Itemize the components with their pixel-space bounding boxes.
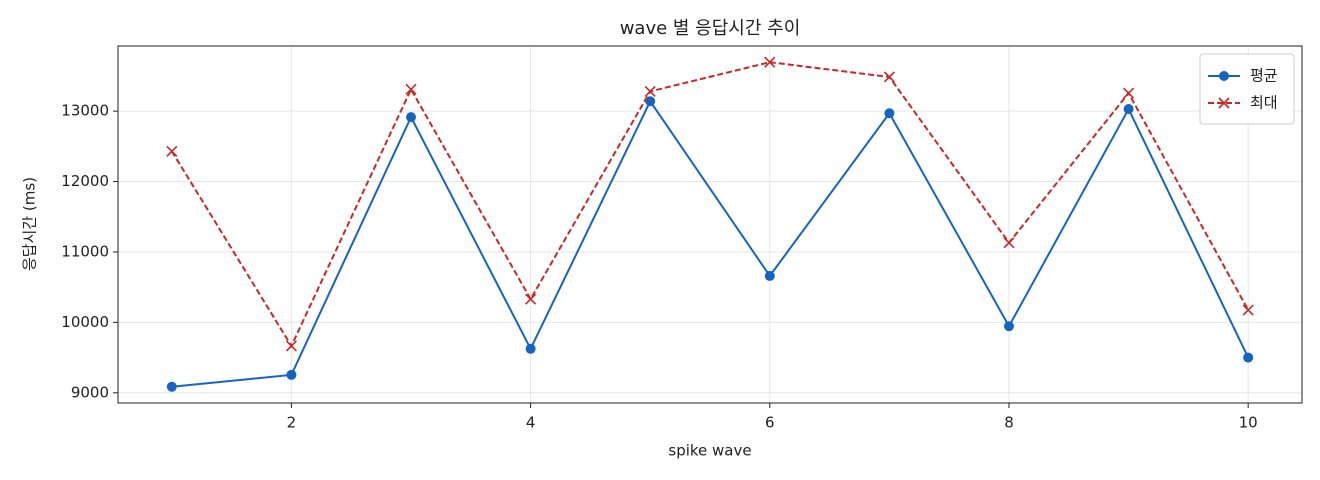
y-tick-label: 13000 — [61, 102, 109, 120]
y-axis-label: 응답시간 (ms) — [21, 177, 39, 271]
legend-label: 평균 — [1250, 67, 1278, 85]
y-tick-label: 10000 — [61, 313, 109, 331]
data-point — [166, 145, 178, 157]
chart-title: wave 별 응답시간 추이 — [620, 18, 801, 39]
data-point — [764, 270, 775, 281]
data-point — [405, 83, 417, 95]
x-tick-label: 6 — [765, 414, 775, 432]
legend-box — [1199, 53, 1295, 125]
data-point — [645, 96, 656, 107]
y-tick-label: 11000 — [61, 242, 109, 260]
plot-frame — [117, 45, 1303, 404]
data-point — [644, 85, 656, 97]
legend-marker — [1219, 71, 1229, 81]
data-point — [406, 112, 417, 123]
series-line — [170, 61, 1250, 349]
x-tick-label: 2 — [287, 414, 297, 432]
y-tick-label: 9000 — [71, 383, 109, 401]
y-tick-label: 12000 — [61, 172, 109, 190]
data-point — [1003, 321, 1014, 332]
data-point — [1003, 237, 1015, 249]
data-point — [884, 108, 895, 119]
x-tick-label: 4 — [526, 414, 536, 432]
data-point — [525, 343, 536, 354]
data-point — [1123, 104, 1134, 115]
legend-marker — [1218, 97, 1230, 109]
legend-label: 최대 — [1250, 94, 1278, 112]
data-point — [764, 56, 776, 68]
data-point — [1123, 87, 1135, 99]
data-point — [166, 381, 177, 392]
x-tick-label: 8 — [1004, 414, 1014, 432]
data-point — [285, 340, 297, 352]
data-point — [286, 369, 297, 380]
data-point — [1243, 352, 1254, 363]
data-point — [883, 71, 895, 83]
x-tick-label: 10 — [1239, 414, 1258, 432]
series-line — [171, 99, 1250, 388]
plot-area — [166, 56, 1254, 392]
data-point — [1242, 304, 1254, 316]
data-point — [525, 293, 537, 305]
x-axis-label: spike wave — [668, 442, 751, 460]
